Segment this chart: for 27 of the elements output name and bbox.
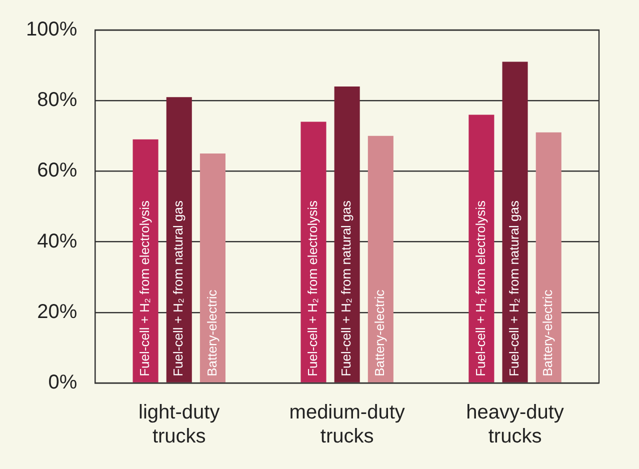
y-tick-label: 20% — [37, 300, 78, 323]
bar — [334, 86, 360, 382]
bar — [502, 62, 528, 382]
text: Fuel-cell + H₂ from electrolysis — [305, 200, 320, 376]
text: Fuel-cell + H₂ from natural gas — [338, 200, 354, 376]
bar — [468, 114, 494, 382]
bar — [200, 154, 226, 382]
bar — [368, 136, 394, 382]
series-label: Battery-electric — [204, 289, 220, 376]
text: Battery-electric — [372, 290, 388, 376]
x-tick-label: medium-duty trucks — [289, 402, 405, 448]
bar — [166, 97, 192, 382]
series-label: Fuel-cell + H₂ from natural gas — [170, 200, 186, 376]
bar — [300, 122, 326, 382]
text: Fuel-cell + H₂ from electrolysis — [473, 200, 488, 376]
x-tick-label: heavy-duty trucks — [466, 402, 564, 448]
y-tick-label: 60% — [37, 160, 78, 182]
y-tick-label: 0% — [48, 372, 78, 394]
text: Fuel-cell + H₂ from natural gas — [506, 200, 522, 376]
y-tick-label: 100% — [26, 18, 78, 41]
x-tick-label: light-duty trucks — [138, 402, 220, 448]
bar — [536, 132, 562, 382]
text: Battery-electric — [540, 290, 556, 376]
bar — [132, 139, 158, 382]
y-tick-label: 80% — [37, 89, 78, 112]
y-tick-label: 40% — [37, 230, 78, 252]
series-label: Fuel-cell + H₂ from electrolysis — [137, 200, 152, 376]
